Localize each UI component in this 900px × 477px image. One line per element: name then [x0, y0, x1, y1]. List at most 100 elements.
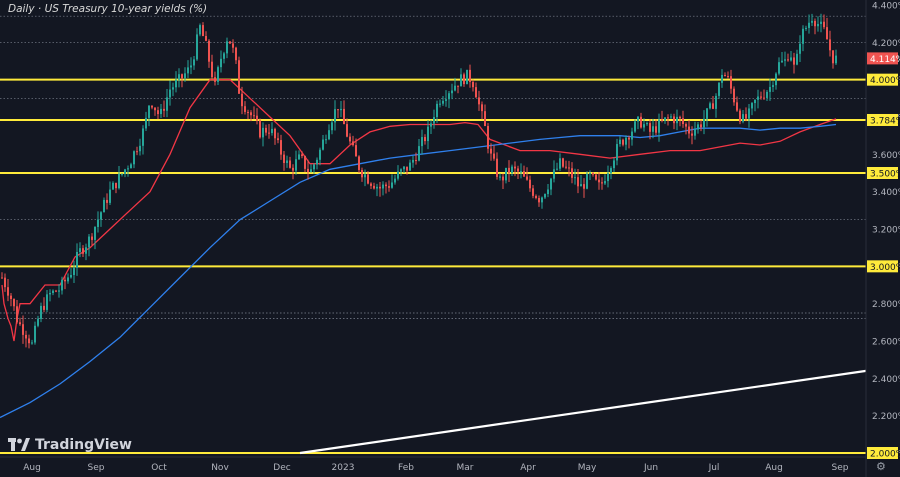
candle-body: [73, 267, 75, 276]
candle-body: [391, 182, 393, 188]
candle-body: [199, 25, 201, 35]
candle-body: [46, 294, 48, 310]
candle-body: [40, 305, 42, 319]
candle-body: [76, 252, 78, 268]
candle-body: [514, 166, 516, 169]
candle-body: [604, 181, 606, 184]
candle-body: [535, 195, 537, 199]
candle-body: [181, 74, 183, 79]
candle-body: [52, 290, 54, 293]
candle-body: [124, 169, 126, 174]
candle-body: [697, 124, 699, 130]
candle-body: [100, 212, 102, 220]
candle-body: [646, 123, 648, 125]
candle-body: [637, 116, 639, 122]
time-axis-tick-label: Sep: [88, 463, 105, 473]
time-axis-tick-label: Aug: [23, 463, 41, 473]
candle-body: [109, 189, 111, 203]
candle-body: [493, 153, 495, 159]
candle-body: [328, 130, 330, 140]
level-price-label: 2.000%: [870, 450, 900, 460]
candle-body: [304, 155, 306, 169]
candle-body: [448, 93, 450, 100]
candle-body: [13, 298, 15, 307]
candle-body: [781, 60, 783, 63]
candle-body: [367, 174, 369, 184]
candle-body: [253, 115, 255, 117]
moving-average-slow: [0, 123, 837, 419]
tradingview-logo-icon: [8, 438, 30, 451]
candle-body: [724, 74, 726, 77]
candle-body: [790, 57, 792, 61]
candle-body: [292, 167, 294, 171]
candle-body: [682, 118, 684, 125]
candle-body: [340, 108, 342, 111]
candle-body: [322, 139, 324, 150]
candle-body: [643, 124, 645, 128]
candle-body: [565, 166, 567, 168]
candle-body: [469, 69, 471, 82]
candle-body: [268, 132, 270, 134]
candle-body: [796, 53, 798, 65]
candle-body: [736, 102, 738, 111]
candle-body: [286, 160, 288, 163]
candle-body: [634, 121, 636, 132]
candle-body: [580, 184, 582, 187]
candle-body: [211, 61, 213, 78]
candle-body: [376, 186, 378, 189]
candle-body: [826, 27, 828, 40]
level-price-label: 3.000%: [870, 263, 900, 273]
candle-body: [151, 105, 153, 108]
level-price-box: [867, 447, 898, 459]
gear-icon[interactable]: ⚙: [876, 460, 886, 473]
candle-body: [169, 89, 171, 98]
candle-body: [775, 73, 777, 86]
candle-body: [802, 28, 804, 44]
trendline: [299, 369, 867, 455]
candle-body: [301, 154, 303, 156]
candle-body: [685, 124, 687, 127]
candle-body: [487, 126, 489, 149]
candle-body: [31, 342, 33, 344]
candle-body: [415, 159, 417, 161]
candle-body: [1, 277, 3, 279]
candle-body: [67, 277, 69, 282]
candle-body: [511, 166, 513, 173]
candle-body: [706, 108, 708, 119]
candle-body: [745, 114, 747, 119]
level-price-box: [867, 113, 898, 126]
candle-body: [556, 168, 558, 170]
candle-body: [811, 20, 813, 23]
time-axis-tick-label: Sep: [832, 463, 849, 473]
price-axis-tick-label: 2.200%: [872, 412, 900, 422]
candle-body: [94, 226, 96, 240]
candle-body: [346, 124, 348, 137]
candle-body: [712, 103, 714, 109]
candle-body: [472, 81, 474, 88]
candle-body: [205, 35, 207, 41]
candle-body: [625, 137, 627, 145]
candle-body: [784, 59, 786, 61]
candle-body: [526, 176, 528, 180]
candle-body: [709, 103, 711, 109]
candle-body: [307, 168, 309, 173]
candle-body: [742, 114, 744, 122]
candle-body: [433, 117, 435, 124]
candle-body: [97, 219, 99, 227]
candle-body: [484, 111, 486, 127]
candle-body: [730, 76, 732, 89]
candle-body: [817, 23, 819, 27]
candle-body: [772, 85, 774, 87]
time-axis-tick-label: Feb: [398, 463, 414, 473]
candle-body: [172, 87, 174, 90]
candle-body: [283, 154, 285, 163]
candle-body: [70, 275, 72, 278]
candle-body: [19, 322, 21, 325]
candle-body: [820, 21, 822, 24]
candle-body: [397, 171, 399, 179]
candle-body: [400, 169, 402, 172]
candle-body: [757, 96, 759, 100]
candle-body: [673, 116, 675, 124]
candle-body: [517, 168, 519, 172]
